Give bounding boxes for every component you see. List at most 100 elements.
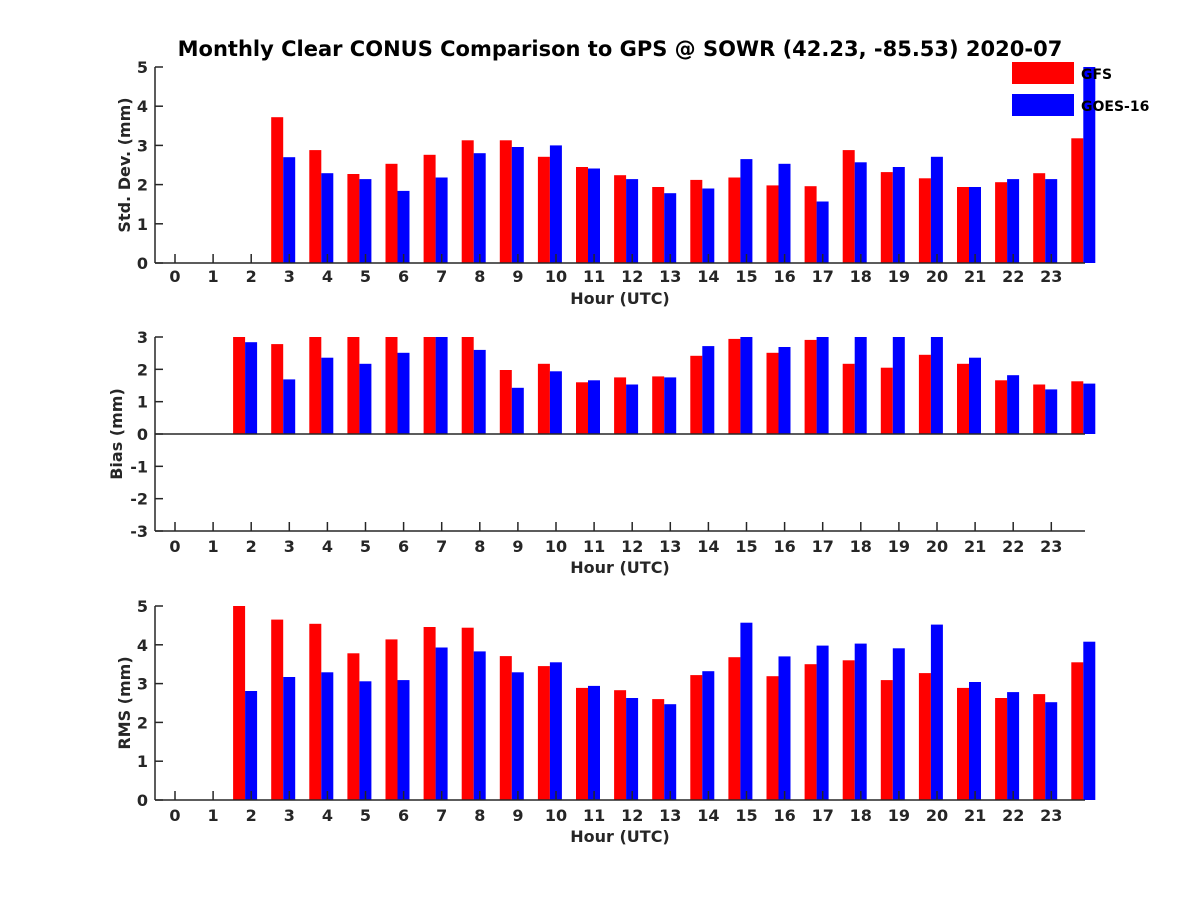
rms-bar-goes16-h11 <box>626 698 639 800</box>
bias-x-tick-label: 10 <box>545 537 567 556</box>
std-dev-bar-gfs-h19 <box>918 178 931 263</box>
bias-x-tick-label: 8 <box>474 537 485 556</box>
bias-bar-gfs-h21 <box>995 380 1008 434</box>
rms-bar-goes16-h14 <box>740 622 753 800</box>
bias-y-tick-label: 0 <box>137 425 148 444</box>
std-dev-y-tick-label: 4 <box>137 97 148 116</box>
std-dev-bar-goes16-h3 <box>321 173 334 263</box>
bias-bar-gfs-h2 <box>271 344 284 434</box>
std-dev-x-tick-label: 20 <box>926 267 948 286</box>
std-dev-bar-gfs-h10 <box>576 167 588 263</box>
bias-bar-goes16-h23 <box>1083 383 1096 434</box>
std-dev-bar-goes16-h20 <box>969 187 981 263</box>
std-dev-bar-gfs-h18 <box>880 172 893 263</box>
std-dev-x-tick-label: 18 <box>850 267 872 286</box>
bias-bar-gfs-h23 <box>1071 381 1084 434</box>
rms-bar-gfs-h1 <box>233 606 246 800</box>
bias-bar-goes16-h4 <box>359 363 372 434</box>
bias-bar-goes16-h12 <box>664 377 677 434</box>
std-dev-y-tick-label: 5 <box>137 58 148 77</box>
rms-x-axis-label: Hour (UTC) <box>570 827 670 846</box>
bias-bar-goes16-h21 <box>1007 375 1020 434</box>
bias-x-tick-label: 20 <box>926 537 948 556</box>
std-dev-bar-gfs-h14 <box>728 177 741 263</box>
bias-bar-gfs-h9 <box>537 363 550 434</box>
std-dev-bar-gfs-h11 <box>614 175 627 263</box>
rms-y-tick-label: 5 <box>137 597 148 616</box>
std-dev-bar-goes16-h12 <box>664 193 677 263</box>
std-dev-x-tick-label: 17 <box>812 267 834 286</box>
bias-y-tick-label: -3 <box>130 522 148 541</box>
std-dev-bar-goes16-h13 <box>702 188 715 263</box>
bias-x-tick-label: 0 <box>169 537 180 556</box>
bias-bar-goes16-h8 <box>511 387 524 434</box>
bias-bar-goes16-h9 <box>549 371 562 434</box>
rms-bar-gfs-h13 <box>690 675 703 800</box>
std-dev-x-tick-label: 6 <box>398 267 409 286</box>
bias-bar-gfs-h20 <box>957 363 969 434</box>
bias-x-tick-label: 6 <box>398 537 409 556</box>
rms-x-tick-label: 15 <box>735 806 757 825</box>
std-dev-bar-gfs-h22 <box>1033 173 1046 263</box>
rms-bar-gfs-h5 <box>385 639 398 800</box>
legend-label-gfs: GFS <box>1081 67 1112 83</box>
bias-bar-gfs-h3 <box>309 337 322 434</box>
bias-x-tick-label: 2 <box>246 537 257 556</box>
bias-y-axis-label: Bias (mm) <box>107 388 126 480</box>
bias-bar-goes16-h17 <box>854 337 867 434</box>
bias-bar-gfs-h11 <box>614 377 627 434</box>
legend-swatch-gfs <box>1012 62 1074 84</box>
std-dev-x-tick-label: 7 <box>436 267 447 286</box>
std-dev-bar-goes16-h2 <box>283 157 296 263</box>
bias-x-tick-label: 22 <box>1002 537 1024 556</box>
bias-y-tick-label: 3 <box>137 328 148 347</box>
rms-x-tick-label: 16 <box>773 806 795 825</box>
std-dev-bar-gfs-h20 <box>957 187 969 263</box>
std-dev-bar-gfs-h3 <box>309 150 322 263</box>
rms-bar-goes16-h13 <box>702 671 715 800</box>
rms-y-ticks: 0 1 2 3 4 5 <box>137 597 163 810</box>
std-dev-x-tick-label: 2 <box>246 267 257 286</box>
bias-bar-goes16-h19 <box>930 337 943 434</box>
rms-bar-goes16-h10 <box>588 685 600 800</box>
std-dev-x-tick-label: 21 <box>964 267 986 286</box>
bias-x-tick-label: 5 <box>360 537 371 556</box>
rms-bar-goes16-h21 <box>1007 692 1020 800</box>
bias-y-tick-label: -2 <box>130 490 148 509</box>
std-dev-bar-gfs-h6 <box>423 154 436 263</box>
legend-label-goes16: GOES-16 <box>1081 99 1149 115</box>
rms-bar-gfs-h7 <box>461 627 474 800</box>
rms-x-tick-label: 10 <box>545 806 567 825</box>
rms-y-tick-label: 2 <box>137 713 148 732</box>
rms-bar-gfs-h17 <box>842 660 855 800</box>
std-dev-bar-goes16-h10 <box>588 168 600 263</box>
bias-x-tick-label: 15 <box>735 537 757 556</box>
std-dev-y-tick-label: 3 <box>137 136 148 155</box>
bias-bar-gfs-h16 <box>804 339 817 434</box>
rms-bar-goes16-h19 <box>930 624 943 800</box>
bias-bar-gfs-h13 <box>690 355 703 434</box>
std-dev-x-tick-label: 23 <box>1040 267 1062 286</box>
rms-x-tick-label: 1 <box>208 806 219 825</box>
rms-bar-gfs-h2 <box>271 619 284 800</box>
rms-bar-gfs-h21 <box>995 698 1008 800</box>
bias-bar-gfs-h22 <box>1033 384 1046 434</box>
std-dev-bar-goes16-h19 <box>930 156 943 263</box>
std-dev-bar-goes16-h4 <box>359 179 372 263</box>
rms-bar-gfs-h8 <box>499 656 512 800</box>
rms-bar-goes16-h1 <box>245 691 258 800</box>
bias-bar-goes16-h1 <box>245 342 258 434</box>
std-dev-y-tick-label: 2 <box>137 176 148 195</box>
std-dev-bar-gfs-h9 <box>537 156 550 263</box>
bias-bar-goes16-h18 <box>892 337 905 434</box>
bias-bar-goes16-h11 <box>626 384 639 434</box>
rms-x-tick-label: 9 <box>512 806 523 825</box>
bias-bar-gfs-h5 <box>385 337 398 434</box>
rms-y-axis-label: RMS (mm) <box>115 656 134 749</box>
std-dev-bar-gfs-h5 <box>385 163 398 263</box>
rms-bar-gfs-h16 <box>804 664 817 800</box>
bias-x-tick-label: 19 <box>888 537 910 556</box>
std-dev-bar-goes16-h7 <box>473 153 486 263</box>
rms-y-tick-label: 1 <box>137 752 148 771</box>
rms-x-tick-label: 0 <box>169 806 180 825</box>
